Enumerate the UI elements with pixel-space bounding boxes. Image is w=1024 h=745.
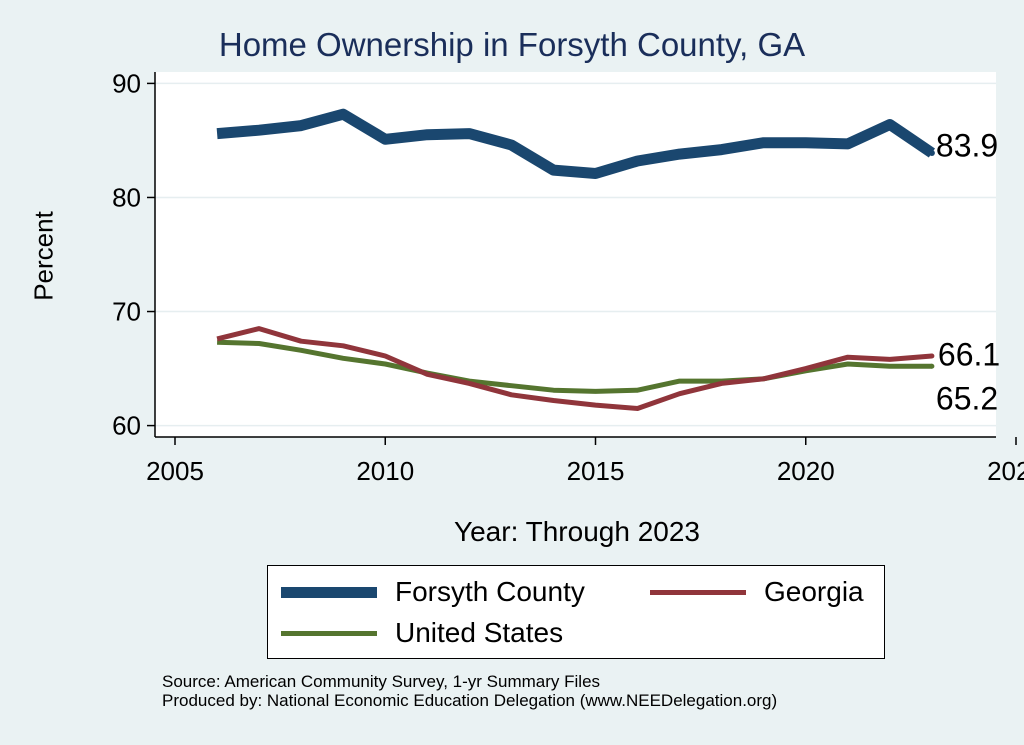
series-line-forsyth-county xyxy=(216,108,935,179)
legend-swatch-georgia xyxy=(650,589,746,595)
y-axis-label: Percent xyxy=(28,211,59,301)
y-tick-label-70: 70 xyxy=(112,297,141,327)
source-note: Source: American Community Survey, 1-yr … xyxy=(162,672,777,710)
end-marker-united-states xyxy=(929,363,935,369)
legend-item-united-states: United States xyxy=(281,617,563,649)
legend-label-united-states: United States xyxy=(395,617,564,648)
y-tick-label-90: 90 xyxy=(112,68,141,98)
legend-label-forsyth: Forsyth County xyxy=(395,576,585,607)
x-tick-label-2005: 2005 xyxy=(146,456,204,486)
y-tick-label-60: 60 xyxy=(112,411,141,441)
series-line-united-states xyxy=(217,339,932,394)
chart-title: Home Ownership in Forsyth County, GA xyxy=(218,26,806,63)
series-line-georgia xyxy=(216,326,933,411)
end-marker-georgia xyxy=(929,353,935,359)
x-axis-label: Year: Through 2023 xyxy=(454,516,700,547)
x-tick-label-2015: 2015 xyxy=(567,456,625,486)
x-tick-label-2025: 2025 xyxy=(987,456,1024,486)
plot-area xyxy=(155,72,996,437)
legend: Forsyth County Georgia United States xyxy=(267,565,885,659)
x-tick-label-2010: 2010 xyxy=(356,456,414,486)
legend-item-georgia: Georgia xyxy=(650,576,864,608)
end-label-united-states: 65.2 xyxy=(936,381,998,417)
y-tick-label-80: 80 xyxy=(112,182,141,212)
legend-swatch-united-states xyxy=(281,630,377,636)
end-label-forsyth-county: 83.9 xyxy=(936,127,998,163)
legend-swatch-forsyth xyxy=(281,586,377,598)
end-marker-forsyth-county xyxy=(928,149,935,156)
legend-item-forsyth: Forsyth County xyxy=(281,576,585,608)
producer-line: Produced by: National Economic Education… xyxy=(162,691,778,710)
legend-label-georgia: Georgia xyxy=(764,576,864,607)
source-line: Source: American Community Survey, 1-yr … xyxy=(162,672,601,691)
end-label-georgia: 66.1 xyxy=(938,336,1000,372)
x-tick-label-2020: 2020 xyxy=(777,456,835,486)
